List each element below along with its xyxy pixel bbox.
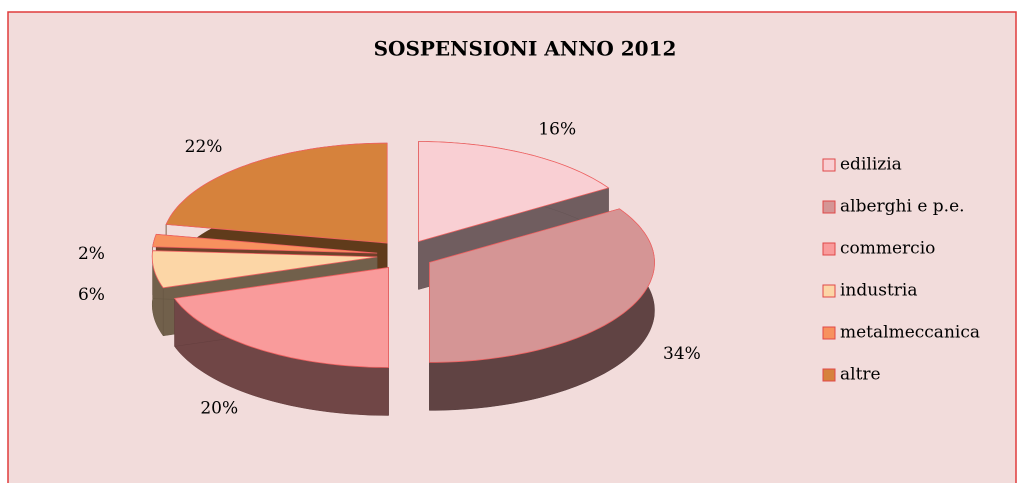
slice <box>152 233 378 254</box>
legend-label: edilizia <box>840 155 902 175</box>
data-label: 16% <box>538 120 576 140</box>
legend-swatch <box>822 242 836 256</box>
data-label: 6% <box>78 285 105 305</box>
legend-swatch <box>822 368 836 382</box>
data-label: 34% <box>663 344 701 364</box>
slice <box>418 141 610 243</box>
legend-label: alberghi e p.e. <box>840 197 965 217</box>
legend-label: commercio <box>840 239 935 259</box>
legend-swatch <box>822 200 836 214</box>
data-label: 2% <box>78 244 105 264</box>
legend-swatch <box>822 326 836 340</box>
data-label: 22% <box>185 137 223 157</box>
legend-swatch <box>822 158 836 172</box>
legend-label: altre <box>840 365 881 385</box>
chart-title: SOSPENSIONI ANNO 2012 <box>374 37 677 61</box>
slice <box>173 267 389 368</box>
slice <box>151 250 378 289</box>
slice <box>429 208 655 363</box>
slice <box>165 142 388 244</box>
legend-swatch <box>822 284 836 298</box>
legend-label: metalmeccanica <box>840 323 980 343</box>
data-label: 20% <box>200 398 238 418</box>
legend-label: industria <box>840 281 917 301</box>
